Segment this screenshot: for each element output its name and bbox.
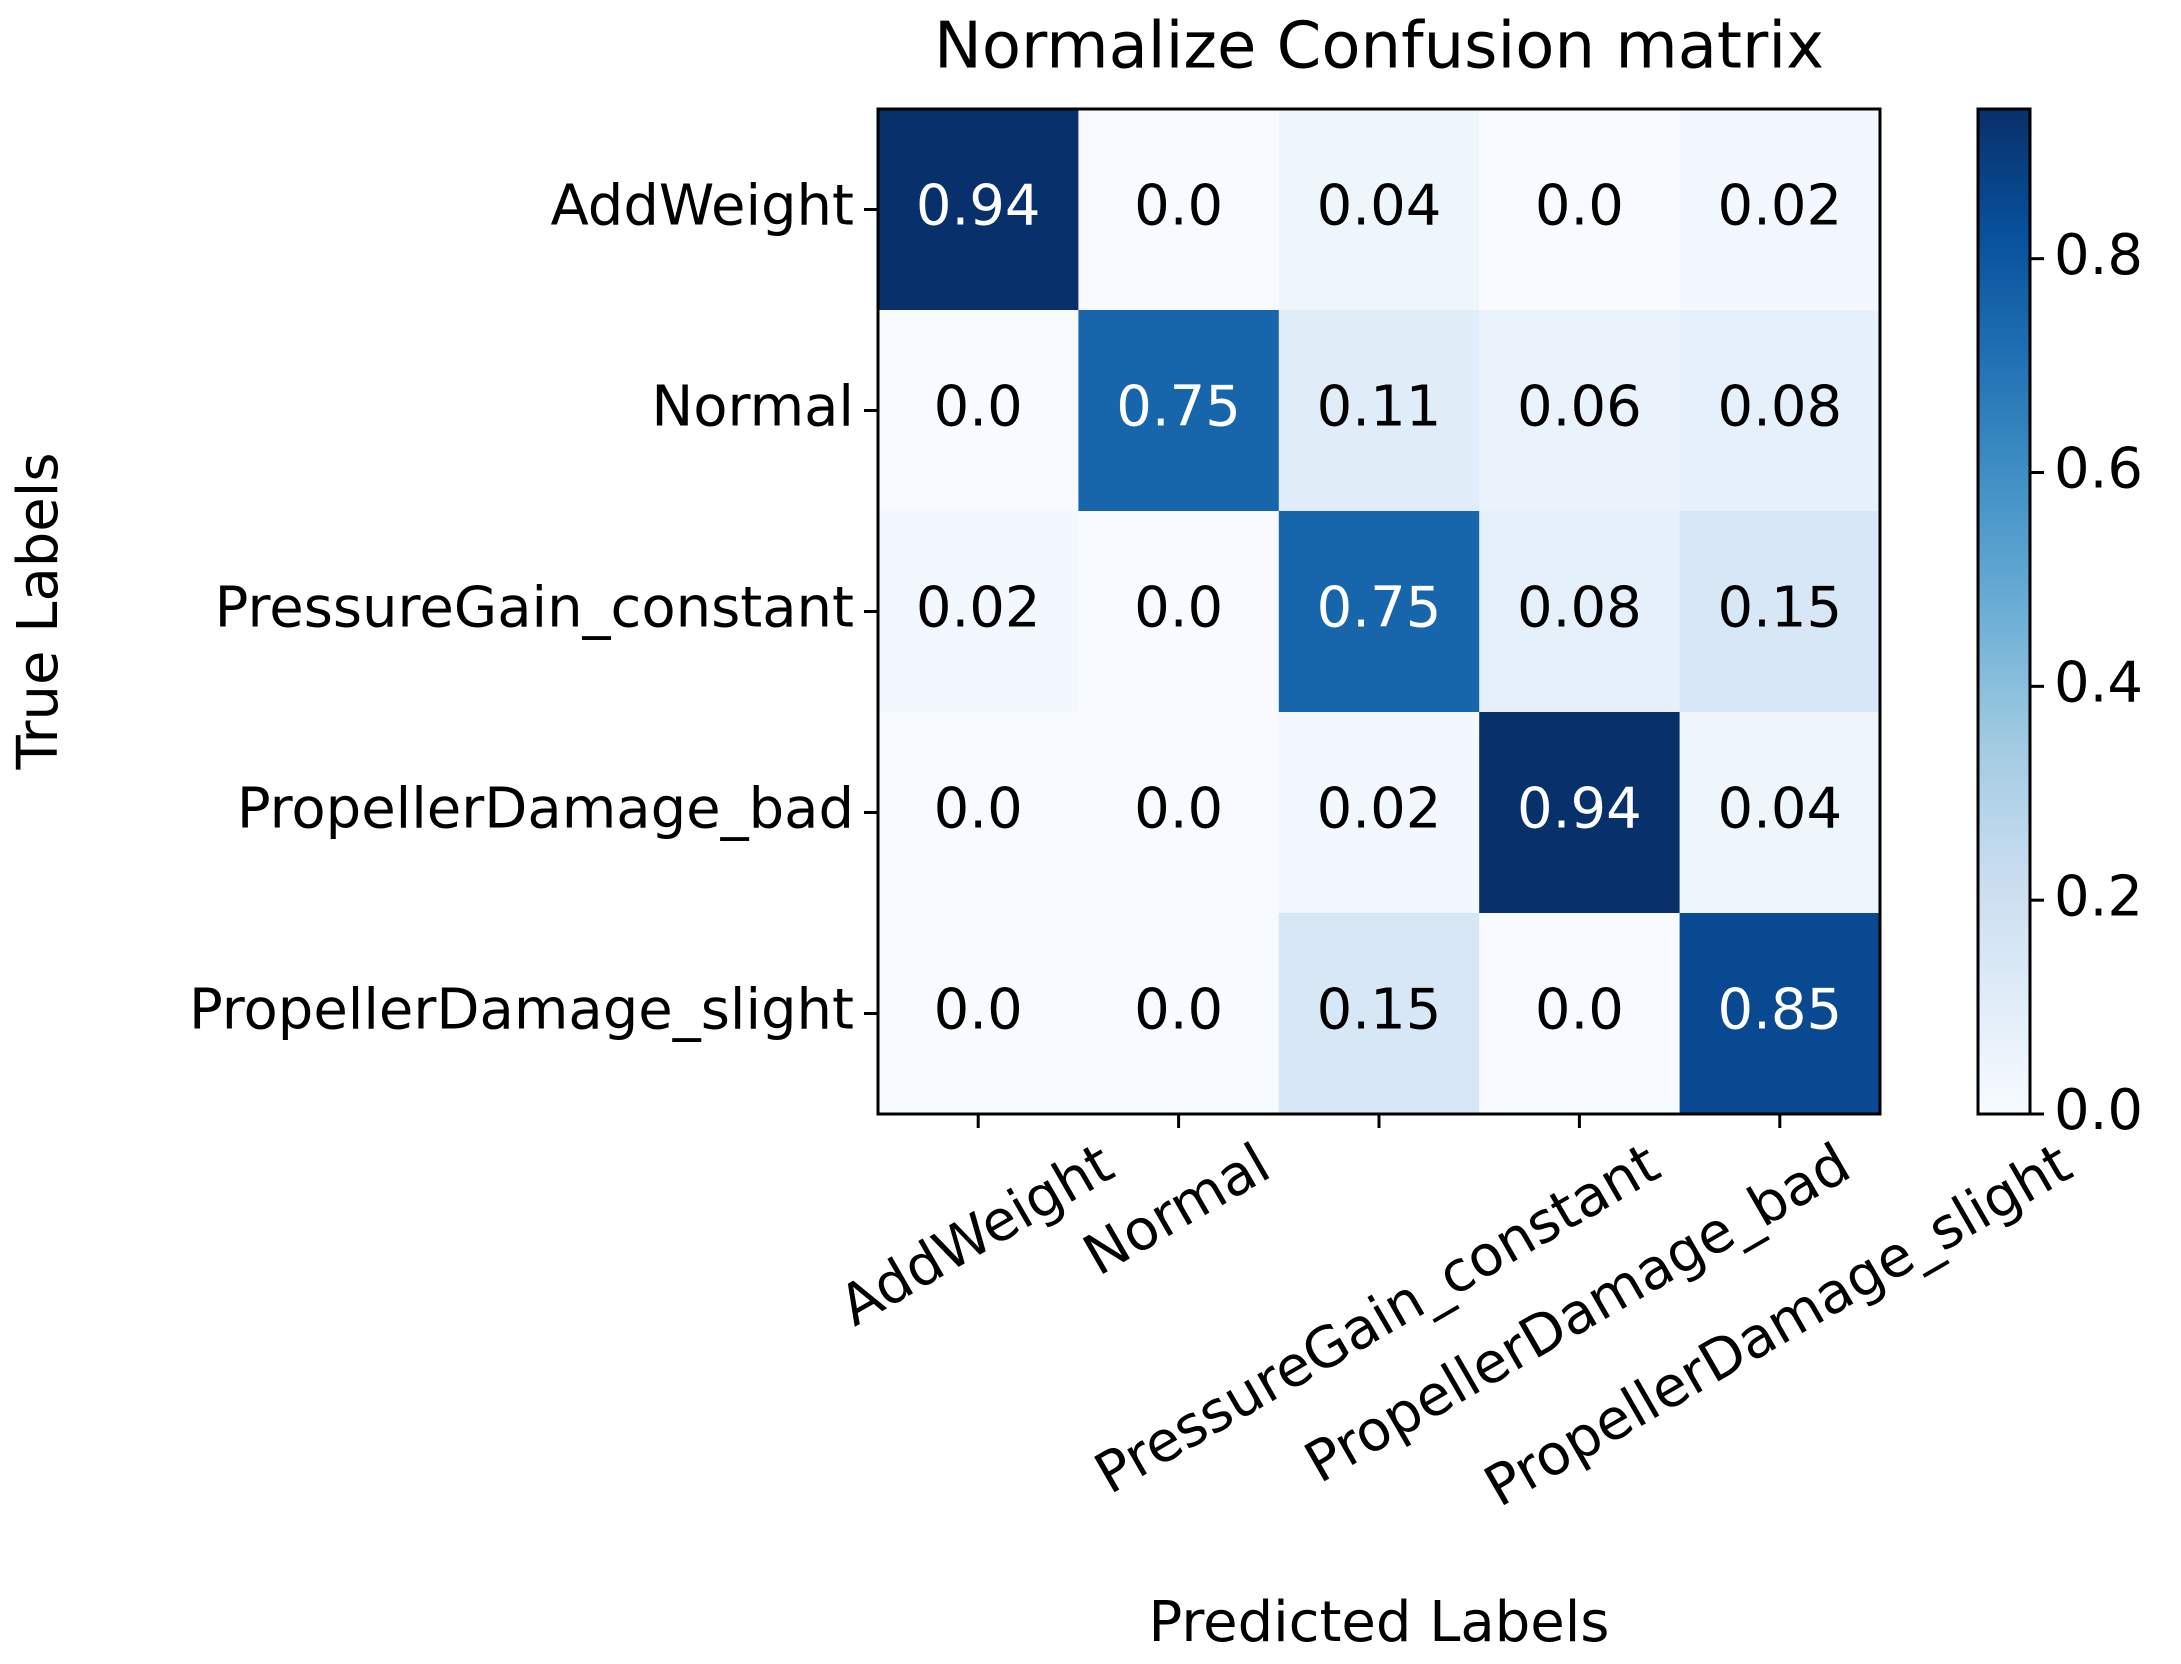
cell-label: 0.15 [1317,978,1442,1043]
heatmap-cell [1078,913,1280,1115]
colorbar-tick-label: 0.2 [2054,864,2143,929]
heatmap-cell [1479,109,1681,311]
cell-label: 0.06 [1517,375,1642,440]
heatmap-cell [1278,913,1480,1115]
chart-title: Normalize Confusion matrix [934,10,1824,84]
heatmap-cell [878,712,1079,914]
cell-label: 0.0 [1134,978,1223,1043]
heatmap-cell [1078,109,1280,311]
y-tick-label: Normal [651,375,854,440]
cell-label: 0.15 [1717,576,1842,641]
cell-label: 0.0 [1134,576,1223,641]
heatmap-cell [1679,712,1881,914]
heatmap-cell [1278,511,1480,713]
heatmap-cell [878,913,1079,1115]
cell-label: 0.0 [1535,174,1624,239]
cell-label: 0.75 [1317,576,1442,641]
cell-label: 0.11 [1317,375,1442,440]
cell-label: 0.94 [1517,777,1642,842]
cell-label: 0.0 [1134,174,1223,239]
heatmap-cell [1479,913,1681,1115]
heatmap-cell [1078,310,1280,512]
cell-label: 0.0 [1535,978,1624,1043]
cell-label: 0.04 [1717,777,1842,842]
cell-label: 0.85 [1717,978,1842,1043]
heatmap-cell [878,511,1079,713]
cell-label: 0.0 [934,777,1023,842]
y-tick-label: AddWeight [550,174,854,239]
heatmap-cell [1278,109,1480,311]
heatmap-cell [1679,511,1881,713]
y-axis-label: True Labels [6,453,71,771]
colorbar-tick-label: 0.0 [2054,1078,2143,1143]
cell-label: 0.08 [1517,576,1642,641]
cell-label: 0.0 [934,375,1023,440]
colorbar [1976,107,2032,1116]
colorbar-tick-label: 0.8 [2054,223,2143,288]
heatmap-cell [1078,712,1280,914]
heatmap-cell [878,310,1079,512]
cell-label: 0.02 [1717,174,1842,239]
heatmap-cell [1479,310,1681,512]
y-tick-label: PropellerDamage_slight [189,978,854,1043]
heatmap-cell [1078,511,1280,713]
colorbar-tick-label: 0.6 [2054,437,2143,502]
cell-label: 0.75 [1116,375,1241,440]
colorbar-tick-label: 0.4 [2054,650,2143,715]
cell-label: 0.02 [916,576,1041,641]
cell-label: 0.02 [1317,777,1442,842]
y-tick-label: PropellerDamage_bad [237,777,854,842]
cell-label: 0.0 [934,978,1023,1043]
heatmap-cell [1679,109,1881,311]
x-axis-label: Predicted Labels [1149,1590,1610,1655]
cell-label: 0.0 [1134,777,1223,842]
y-tick-label: PressureGain_constant [215,576,854,641]
heatmap-cell [1479,712,1681,914]
heatmap-cell [1679,310,1881,512]
cell-label: 0.04 [1317,174,1442,239]
cell-label: 0.94 [916,174,1041,239]
heatmap-cell [1479,511,1681,713]
heatmap-cell [1278,712,1480,914]
heatmap-cell [878,109,1079,311]
cell-label: 0.08 [1717,375,1842,440]
heatmap-cell [1679,913,1881,1115]
heatmap-cell [1278,310,1480,512]
